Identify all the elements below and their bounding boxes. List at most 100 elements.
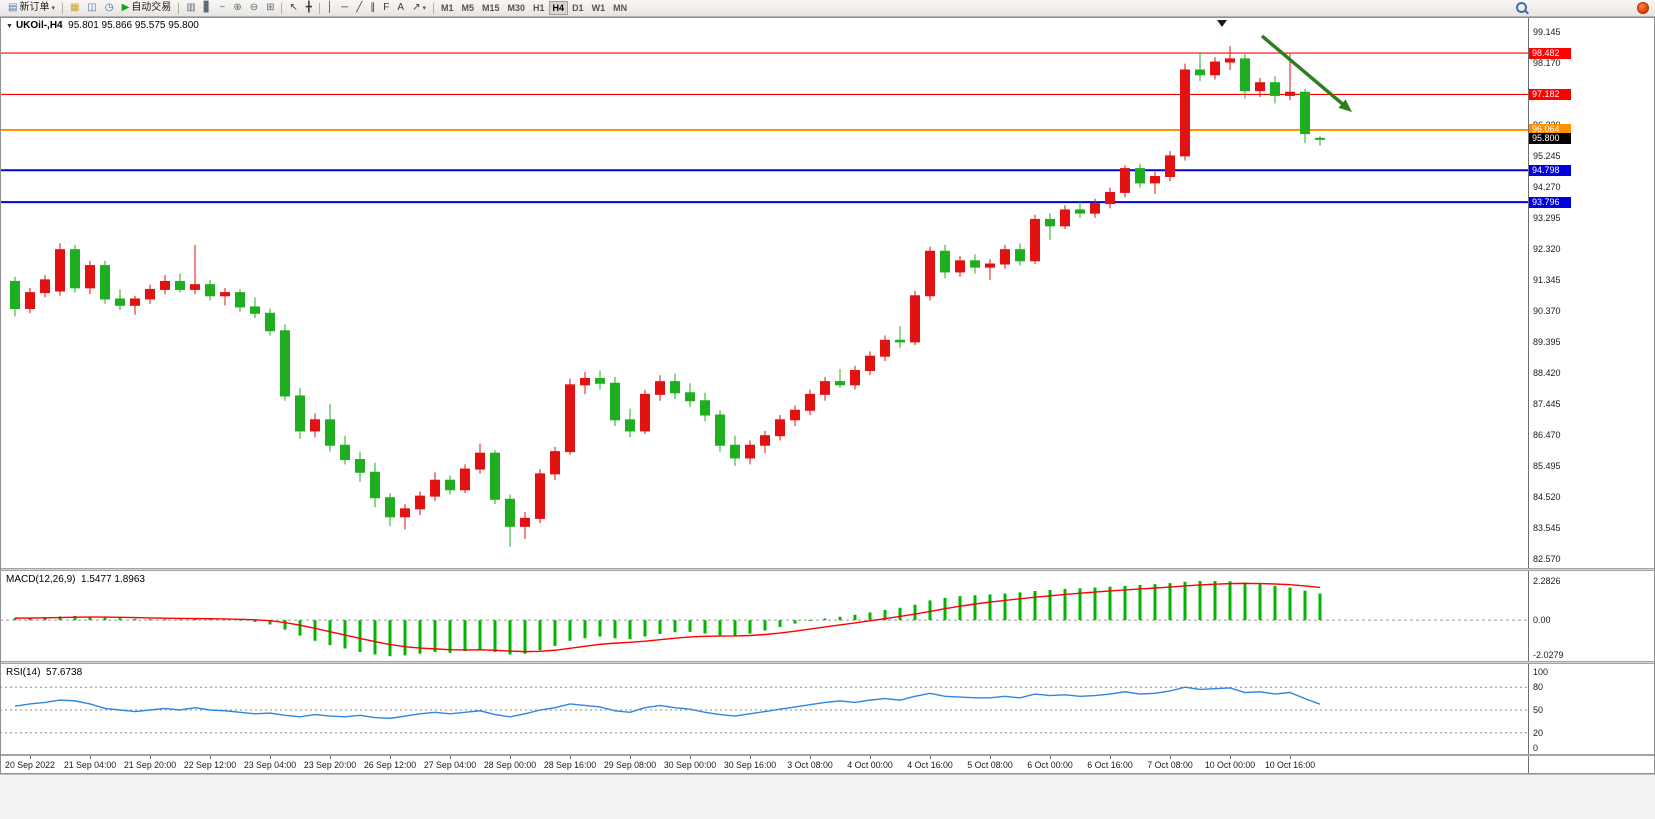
toolbar-separator xyxy=(432,2,434,14)
rsi-value: 57.6738 xyxy=(46,667,83,678)
time-label: 22 Sep 12:00 xyxy=(183,760,237,770)
horizontal-line-icon[interactable]: ─ xyxy=(337,1,352,16)
time-tick xyxy=(450,756,451,759)
axis-label: 89.395 xyxy=(1533,337,1561,348)
price-chart-canvas[interactable] xyxy=(0,17,1655,568)
time-tick xyxy=(870,756,871,759)
toolbar-separator xyxy=(61,2,63,14)
time-label: 10 Oct 00:00 xyxy=(1204,760,1256,770)
time-label: 10 Oct 16:00 xyxy=(1264,760,1316,770)
chart-title: ▼ UKOil-,H4 95.801 95.866 95.575 95.800 xyxy=(6,20,199,31)
axis-label: 91.345 xyxy=(1533,275,1561,286)
timeframe-d1[interactable]: D1 xyxy=(568,1,588,15)
axis-label: 86.470 xyxy=(1533,430,1561,441)
line-chart-icon[interactable]: ~ xyxy=(215,1,229,16)
axis-label: 100 xyxy=(1533,667,1549,677)
horizontal-line-icon-glyph: ─ xyxy=(341,2,349,13)
pane-splitter[interactable] xyxy=(0,568,1655,571)
vertical-line-icon-glyph: │ xyxy=(326,2,334,13)
profiles-icon[interactable]: ◫ xyxy=(83,1,100,16)
pane-splitter[interactable] xyxy=(0,754,1655,756)
fibonacci-icon[interactable]: F xyxy=(379,1,393,16)
price-level-label: 98.482 xyxy=(1529,47,1571,59)
arrows-icon-glyph: ↗ xyxy=(412,2,421,13)
time-axis[interactable]: 20 Sep 2022 21 Sep 04:00 21 Sep 20:00 22 Se… xyxy=(0,756,1655,774)
zoom-in-icon[interactable]: ⊕ xyxy=(229,1,245,16)
arrows-icon[interactable]: ↗ ▾ xyxy=(408,1,430,16)
time-tick xyxy=(810,756,811,759)
macd-pane: MACD(12,26,9) 1.5477 1.8963 xyxy=(0,571,1655,661)
price-level-label: 94.798 xyxy=(1529,164,1571,176)
axis-label: 82.570 xyxy=(1533,554,1561,565)
axis-label: 85.495 xyxy=(1533,461,1561,472)
macd-signal-line xyxy=(14,582,1321,653)
time-label: 28 Sep 00:00 xyxy=(483,760,537,770)
search-icon[interactable] xyxy=(1515,1,1529,15)
toolbar-separator xyxy=(318,2,320,14)
toolbar-right xyxy=(1515,1,1651,15)
time-label: 30 Sep 00:00 xyxy=(663,760,717,770)
axis-label: 0.00 xyxy=(1533,615,1551,626)
time-label: 6 Oct 16:00 xyxy=(1087,760,1133,770)
time-tick xyxy=(30,756,31,759)
notification-icon[interactable] xyxy=(1637,2,1649,14)
crosshair-icon-glyph: ╋ xyxy=(305,2,312,13)
cursor-icon[interactable]: ↖ xyxy=(285,1,301,16)
rsi-pane: RSI(14) 57.6738 xyxy=(0,664,1655,754)
autotrading-button-label: 自动交易 xyxy=(131,2,172,13)
tile-windows-icon[interactable]: ⊞ xyxy=(262,1,278,16)
new-order-glyph: ▤ xyxy=(8,2,18,13)
trend-arrow-head xyxy=(1338,99,1352,112)
timeframe-m15[interactable]: M15 xyxy=(478,1,504,15)
toolbar-separator xyxy=(281,2,283,14)
timeframe-m30[interactable]: M30 xyxy=(504,1,530,15)
time-tick xyxy=(990,756,991,759)
time-tick xyxy=(1170,756,1171,759)
axis-label: 93.295 xyxy=(1533,213,1561,224)
time-label: 28 Sep 16:00 xyxy=(543,760,597,770)
bars-chart-icon[interactable]: ▥ xyxy=(182,1,199,16)
zoom-out-icon[interactable]: ⊖ xyxy=(246,1,262,16)
channel-icon-glyph: ∥ xyxy=(370,2,376,13)
autotrading-button[interactable]: ▶ 自动交易 xyxy=(118,1,176,16)
timeframe-w1[interactable]: W1 xyxy=(588,1,610,15)
zoom-out-icon-glyph: ⊖ xyxy=(249,2,259,13)
axis-label: 92.320 xyxy=(1533,244,1561,255)
axis-label: 94.270 xyxy=(1533,182,1561,193)
charts-icon[interactable]: ▦ xyxy=(66,1,83,16)
axis-label: 2.2826 xyxy=(1533,576,1561,586)
time-label: 21 Sep 04:00 xyxy=(63,760,117,770)
candlestick-chart-icon[interactable]: ▋ xyxy=(200,1,216,16)
time-tick xyxy=(1290,756,1291,759)
price-axis-column[interactable]: 99.14598.17097.19596.22095.24594.27093.2… xyxy=(1528,17,1655,774)
pane-splitter[interactable] xyxy=(0,661,1655,664)
time-label: 29 Sep 08:00 xyxy=(603,760,657,770)
time-tick xyxy=(210,756,211,759)
zoom-in-icon-glyph: ⊕ xyxy=(233,2,242,13)
timeframe-mn[interactable]: MN xyxy=(609,1,631,15)
axis-label: 98.170 xyxy=(1533,58,1561,68)
vertical-line-icon[interactable]: │ xyxy=(323,1,337,16)
fibonacci-icon-glyph: F xyxy=(383,2,390,13)
axis-label: 50 xyxy=(1533,705,1544,715)
axis-label: 95.245 xyxy=(1533,151,1561,162)
rsi-title: RSI(14) 57.6738 xyxy=(6,667,82,678)
time-tick xyxy=(1110,756,1111,759)
timeframe-m5[interactable]: M5 xyxy=(457,1,478,15)
charts-icon-glyph: ▦ xyxy=(69,2,80,13)
trend-arrow[interactable] xyxy=(1260,34,1348,109)
text-icon[interactable]: A xyxy=(393,1,408,16)
new-order-button[interactable]: ▤ 新订单 ▾ xyxy=(4,1,59,16)
history-center-icon[interactable]: ◷ xyxy=(101,1,118,16)
collapse-icon[interactable]: ▼ xyxy=(6,23,13,30)
time-tick xyxy=(90,756,91,759)
channel-icon[interactable]: ∥ xyxy=(366,1,379,16)
timeframe-m1[interactable]: M1 xyxy=(437,1,458,15)
rsi-canvas[interactable] xyxy=(0,664,1655,754)
crosshair-icon[interactable]: ╋ xyxy=(302,1,316,16)
macd-canvas[interactable] xyxy=(0,571,1655,661)
trendline-icon[interactable]: ╱ xyxy=(352,1,366,16)
timeframe-h1[interactable]: H1 xyxy=(529,1,549,15)
toolbar: ▤ 新订单 ▾ ▦ ◫ ◷ ▶ 自动交易 ▥ ▋ ~ ⊕ ⊖ ⊞ ↖ ╋ │ ─ ╱ ∥ F A ↗ ▾ M1 M5 M15 M30 H… xyxy=(0,0,1655,17)
timeframe-h4[interactable]: H4 xyxy=(548,1,569,15)
